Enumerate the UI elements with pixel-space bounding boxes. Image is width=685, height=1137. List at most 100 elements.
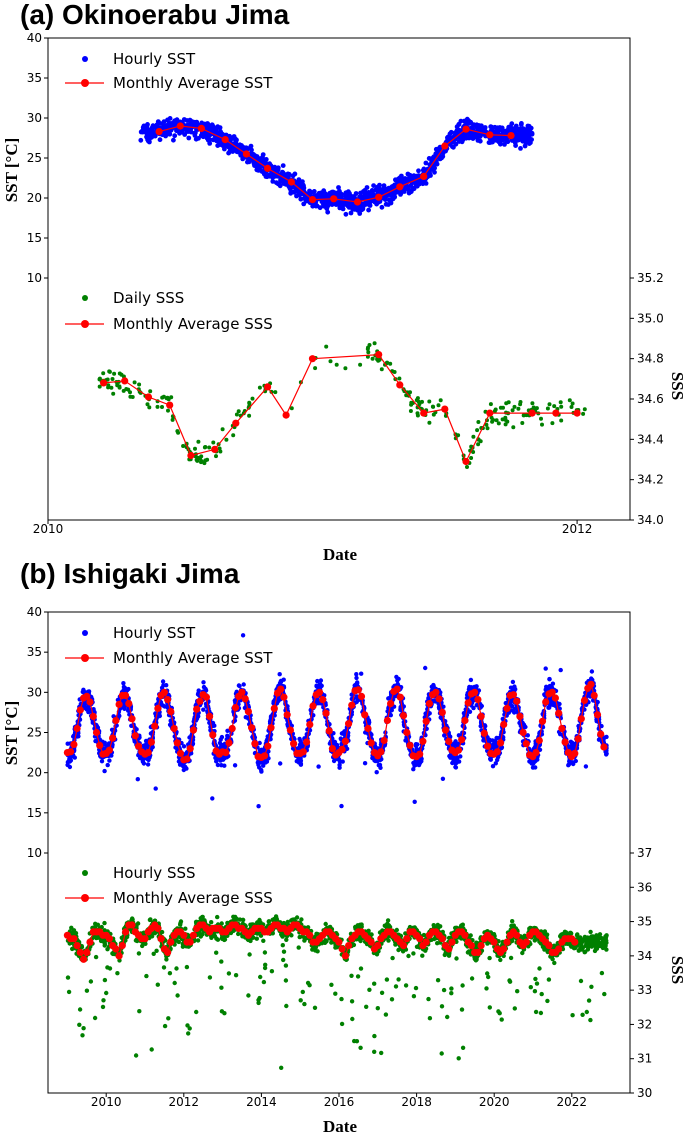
daily-sss-point [408,390,412,395]
hourly-sst-point [471,705,476,711]
x-tick-label: 2012 [562,522,593,536]
hourly-sst-point [454,760,459,765]
hourly-sst-point [310,203,316,209]
hourly-sst-point [327,190,333,196]
daily-sss-point [106,385,111,390]
monthly-sst-point [308,196,317,204]
sss-tick-label: 34.4 [637,432,664,446]
daily-sss-point [512,404,517,409]
hourly-sst-point [331,758,337,764]
hourly-sst-point [338,736,343,741]
monthly-sst-point [264,164,272,172]
daily-sss-point [427,420,432,425]
hourly-sst-point [317,682,322,687]
daily-sss-point [196,439,201,444]
daily-sss-point [160,395,165,400]
hourly-sst-point [255,162,261,168]
hourly-sst-point [487,737,492,742]
hourly-sst-point [359,194,365,200]
daily-sss-point [211,440,216,445]
hourly-sst-point [99,759,105,764]
panel-a-legend-sss: Daily SSS Monthly Average SSS [65,289,273,333]
hourly-sst-point [453,141,459,147]
sst-tick-label: 25 [27,151,42,165]
hourly-sss-point [226,971,232,976]
hourly-sst-point [364,201,370,207]
panel-b-ylabel-right: SSS [668,956,685,984]
hourly-sst-point [519,121,524,126]
hourly-sst-point [105,762,110,768]
hourly-sst-point [86,706,91,711]
daily-sss-point [366,345,370,350]
hourly-sst-point [315,678,320,684]
hourly-sst-point [135,777,140,782]
hourly-sst-point [355,207,361,213]
hourly-sst-point [411,767,416,772]
hourly-sst-point [448,136,453,141]
hourly-sst-point [366,207,371,213]
monthly-sst-point [330,195,338,203]
monthly-sss-point [187,451,195,460]
daily-sss-point [247,400,252,405]
daily-sss-point [409,402,414,407]
hourly-sst-point [383,201,389,207]
hourly-sst-point [527,759,532,764]
daily-sss-point [485,426,490,431]
daily-sss-point [111,391,116,396]
hourly-sss-point [77,1022,82,1027]
monthly-sss-point [420,409,428,417]
hourly-sst-point [358,190,363,196]
hourly-sst-point [145,762,151,767]
hourly-sst-point [217,125,223,130]
sst-tick-label: 40 [27,31,42,45]
sst-tick-label: 15 [27,806,42,820]
daily-sss-point [420,399,424,404]
hourly-sst-point [82,703,87,709]
hourly-sst-point [514,127,520,133]
hourly-sst-point [509,121,515,127]
hourly-sst-point [447,131,453,137]
hourly-sst-point [369,188,375,193]
hourly-sst-point [247,158,253,164]
hourly-sst-point [218,737,223,742]
hourly-sst-point [307,188,312,194]
daily-sss-point [582,407,587,412]
panel-a-frame [47,37,631,521]
daily-sss-point [567,398,572,403]
daily-sss-point [97,376,102,381]
hourly-sst-point [566,763,571,768]
daily-sss-point [511,425,516,430]
sss-tick-label: 34.2 [637,473,664,487]
sss-tick-label: 34 [637,949,652,963]
hourly-sst-point [193,136,199,142]
hourly-sst-point [343,211,349,217]
hourly-sst-point [436,146,441,152]
daily-sss-point [193,446,197,451]
daily-sss-point [491,418,496,422]
hourly-sst-point [390,191,396,196]
daily-sss-point [202,461,207,466]
hourly-sst-point [177,130,182,136]
daily-sss-point [101,371,106,376]
hourly-sst-point [167,131,173,137]
hourly-sst-point [276,698,281,704]
hourly-sst-point [496,137,502,143]
legend-monthly-sss-label: Monthly Average SSS [113,315,273,333]
hourly-sss-point [459,1007,465,1012]
sst-tick-label: 30 [27,111,42,125]
hourly-sst-point [210,124,216,129]
hourly-sss-point [246,993,251,998]
hourly-sst-point [569,741,575,746]
daily-sss-point [475,428,480,433]
monthly-sss-point [211,445,219,453]
monthly-sst-point [353,198,362,206]
hourly-sst-point [264,174,270,180]
monthly-sss-point [166,401,174,409]
daily-sss-point [110,377,115,381]
hourly-sst-point [336,185,341,190]
hourly-sst-point [493,761,498,766]
panel-b-title: (b) Ishigaki Jima [20,558,240,589]
